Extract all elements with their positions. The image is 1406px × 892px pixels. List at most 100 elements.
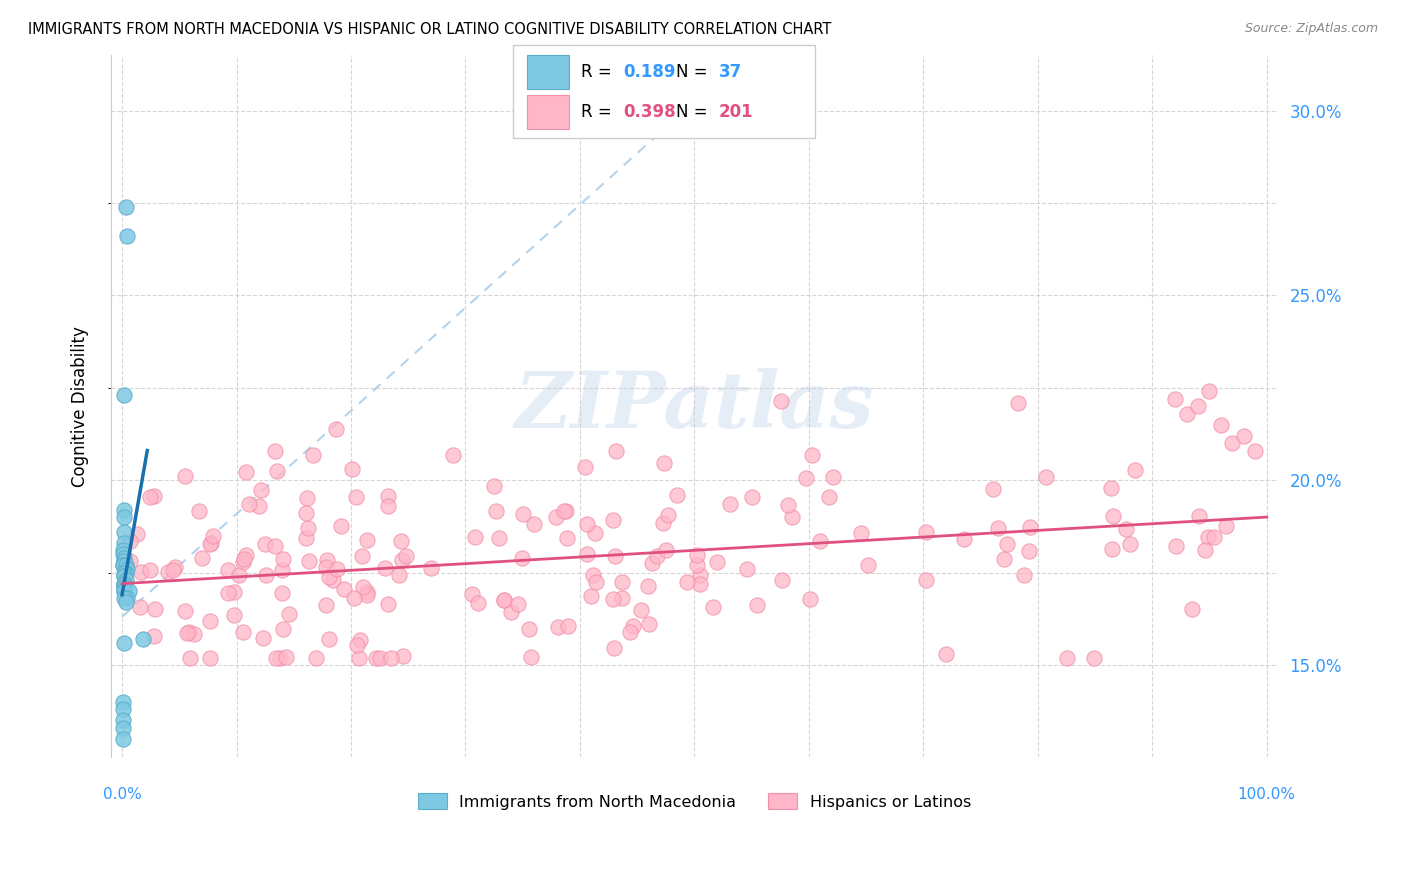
Point	[499, 605, 522, 619]
Point	[322, 573, 344, 587]
Point	[605, 549, 627, 563]
Point	[523, 516, 546, 531]
Point	[266, 464, 288, 478]
Point	[112, 502, 135, 516]
Point	[318, 632, 340, 646]
Point	[356, 589, 378, 603]
Point	[461, 587, 484, 601]
Point	[915, 573, 938, 587]
Point	[575, 517, 598, 532]
Point	[510, 550, 533, 565]
Legend: Immigrants from North Macedonia, Hispanics or Latinos: Immigrants from North Macedonia, Hispani…	[412, 787, 977, 816]
Point	[342, 462, 364, 476]
Point	[544, 509, 567, 524]
Point	[770, 573, 793, 587]
Point	[657, 508, 679, 522]
Point	[139, 563, 162, 577]
Point	[637, 616, 659, 631]
Point	[143, 601, 166, 615]
Point	[118, 584, 141, 599]
Point	[718, 497, 741, 511]
Point	[856, 558, 879, 572]
Point	[782, 510, 804, 524]
Point	[818, 490, 841, 504]
Point	[388, 568, 411, 582]
Point	[553, 504, 575, 518]
Text: IMMIGRANTS FROM NORTH MACEDONIA VS HISPANIC OR LATINO COGNITIVE DISABILITY CORRE: IMMIGRANTS FROM NORTH MACEDONIA VS HISPA…	[28, 22, 831, 37]
Point	[1012, 567, 1035, 582]
Point	[112, 584, 135, 599]
Point	[263, 444, 285, 458]
Point	[1197, 530, 1219, 544]
Point	[935, 647, 957, 661]
Point	[276, 650, 298, 665]
Point	[271, 552, 294, 566]
Point	[228, 568, 250, 582]
Point	[776, 498, 799, 512]
Text: N =: N =	[676, 103, 713, 121]
Point	[344, 490, 367, 504]
Point	[637, 579, 659, 593]
Point	[125, 526, 148, 541]
Point	[1215, 519, 1237, 533]
Point	[112, 569, 135, 583]
Point	[183, 627, 205, 641]
Point	[665, 488, 688, 502]
Point	[554, 504, 576, 518]
Point	[343, 591, 366, 605]
Point	[621, 618, 644, 632]
Point	[318, 570, 340, 584]
Point	[770, 394, 793, 409]
Point	[198, 614, 221, 628]
Text: 201: 201	[718, 103, 754, 121]
Point	[112, 695, 135, 709]
Point	[506, 597, 529, 611]
Point	[689, 568, 711, 582]
Point	[576, 547, 599, 561]
Point	[1233, 429, 1256, 443]
Point	[112, 580, 135, 594]
Point	[115, 562, 138, 576]
Point	[200, 536, 222, 550]
Point	[952, 532, 974, 546]
Point	[112, 524, 135, 539]
Point	[114, 595, 136, 609]
Point	[987, 521, 1010, 535]
Point	[202, 529, 225, 543]
Point	[1187, 509, 1209, 524]
Point	[269, 650, 291, 665]
Point	[143, 489, 166, 503]
Point	[1198, 384, 1220, 399]
Point	[174, 469, 197, 483]
Point	[735, 562, 758, 576]
Point	[373, 561, 395, 575]
Text: 0.189: 0.189	[623, 63, 675, 81]
Point	[1166, 539, 1188, 553]
Point	[187, 504, 209, 518]
Text: R =: R =	[581, 103, 617, 121]
Text: R =: R =	[581, 63, 617, 81]
Point	[574, 459, 596, 474]
Point	[112, 576, 135, 591]
Point	[488, 531, 510, 545]
Point	[112, 510, 135, 524]
Point	[131, 632, 153, 646]
Point	[1244, 443, 1267, 458]
Point	[235, 548, 257, 562]
Point	[377, 597, 399, 611]
Point	[254, 567, 277, 582]
Point	[652, 516, 675, 531]
Point	[485, 504, 508, 518]
Point	[603, 641, 626, 656]
Point	[128, 600, 150, 615]
Point	[301, 448, 323, 462]
Point	[380, 650, 402, 665]
Point	[350, 549, 373, 563]
Point	[112, 558, 135, 573]
Point	[332, 582, 354, 596]
Point	[162, 563, 184, 577]
Point	[512, 507, 534, 521]
Point	[112, 388, 135, 402]
Point	[114, 200, 136, 214]
Point	[115, 591, 138, 606]
